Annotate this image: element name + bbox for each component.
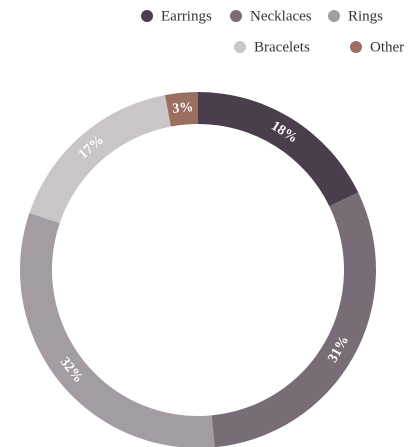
legend-label: Bracelets	[254, 39, 310, 55]
donut-slice	[29, 95, 171, 224]
donut-slice	[211, 192, 376, 447]
donut-slice	[164, 92, 198, 127]
donut-slice	[198, 92, 359, 207]
legend-label: Other	[370, 39, 404, 55]
legend-swatch	[230, 10, 242, 22]
legend-swatch	[141, 10, 153, 22]
legend-label: Rings	[348, 8, 383, 24]
value-label: 3%	[172, 100, 194, 117]
legend-label: Earrings	[161, 8, 212, 24]
legend-swatch	[234, 41, 246, 53]
legend-swatch	[328, 10, 340, 22]
donut-slice	[20, 212, 215, 447]
legend-label: Necklaces	[250, 8, 312, 24]
legend-swatch	[350, 41, 362, 53]
